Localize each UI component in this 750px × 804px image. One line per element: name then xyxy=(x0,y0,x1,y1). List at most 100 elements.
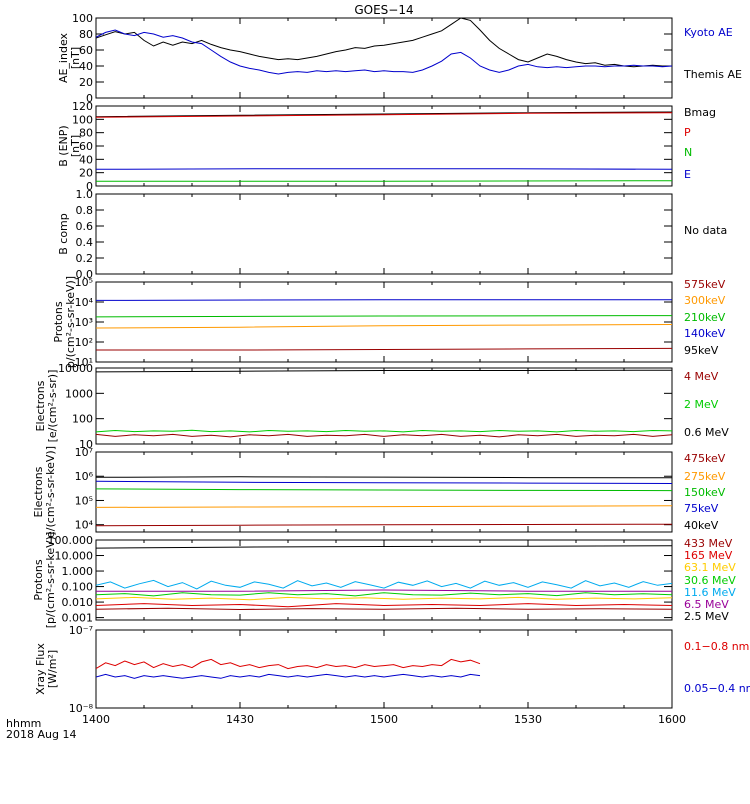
y-tick-label-ae: 40 xyxy=(79,60,93,73)
y-tick-label-protons_mev: 100.000 xyxy=(48,534,94,547)
y-tick-label-protons_mev: 0.001 xyxy=(62,612,94,625)
y-axis-label-line: Xray Flux xyxy=(34,643,47,695)
series-b-e xyxy=(96,168,672,170)
x-tick-label-1600: 1600 xyxy=(658,713,686,726)
y-axis-label-electrons_kev: Electronse/(cm²-s-sr-keV)] xyxy=(32,446,57,538)
legend-protons_mev-11-6-mev: 11.6 MeV xyxy=(684,586,736,599)
y-axis-label-line: Electrons xyxy=(34,380,47,431)
y-tick-label-electrons_mev: 100 xyxy=(72,413,93,426)
y-tick-label-b: 20 xyxy=(79,167,93,180)
legend-electrons_mev-0-6-mev: 0.6 MeV xyxy=(684,426,729,439)
legend-xray-0-05-0-4-nm: 0.05−0.4 nm xyxy=(684,682,750,695)
panel-protons_mev: 0.001 0.010 0.100 1.000 10.000 100.000Protons… xyxy=(32,532,736,629)
series-electrons_kev-40kev xyxy=(96,476,672,479)
legend-b-p: P xyxy=(684,126,691,139)
y-axis-label-line: AE_index xyxy=(57,32,70,83)
y-tick-label-b: 0 xyxy=(86,180,93,193)
y-tick-label-b: 60 xyxy=(79,140,93,153)
legend-protons_mev-433-mev: 433 MeV xyxy=(684,537,733,550)
legend-protons_mev-63-1-mev: 63.1 MeV xyxy=(684,561,736,574)
legend-electrons_kev-40kev: 40keV xyxy=(684,519,719,532)
y-axis-label-xray: Xray Flux[W/m²] xyxy=(34,643,59,695)
series-protons_kev-210kev xyxy=(96,315,672,318)
time-label: hhmm xyxy=(6,717,41,730)
y-tick-label-b: 40 xyxy=(79,153,93,166)
series-protons_kev-140kev xyxy=(96,299,672,301)
series-ae-themis-ae xyxy=(96,18,672,68)
y-tick-label-ae: 80 xyxy=(79,28,93,41)
y-axis-label-line: [W/m²] xyxy=(46,650,59,688)
time-axis: 1400 1430 1500 1530 1600 xyxy=(82,713,686,726)
legend-protons_kev-140kev: 140keV xyxy=(684,327,726,340)
panel-electrons_kev: 10⁴ 10⁵ 10⁶ 10⁷ Electronse/(cm²-s-sr-keV)] 47… xyxy=(32,446,726,538)
y-tick-label-xray: 10⁻⁷ xyxy=(69,624,93,637)
series-protons_mev-30-6-mev xyxy=(96,592,672,597)
legend-electrons_kev-150kev: 150keV xyxy=(684,486,726,499)
y-tick-label-electrons_kev: 10⁵ xyxy=(75,494,93,507)
y-tick-label-bcomp: 0.0 xyxy=(76,268,94,281)
y-axis-label-electrons_mev: Electrons[e/(cm²-s-sr)] xyxy=(34,370,59,443)
series-protons_mev-2-5-mev xyxy=(96,545,672,549)
y-tick-label-protons_kev: 10¹ xyxy=(75,356,93,369)
y-tick-label-electrons_mev: 1000 xyxy=(65,387,93,400)
y-axis-label-line: e/(cm²-s-sr-keV)] xyxy=(44,446,57,538)
legend-protons_kev-575kev: 575keV xyxy=(684,278,726,291)
y-tick-label-protons_mev: 0.010 xyxy=(62,596,94,609)
y-axis-label-line: [nT] xyxy=(69,135,82,157)
x-tick-label-1430: 1430 xyxy=(226,713,254,726)
y-tick-label-ae: 20 xyxy=(79,76,93,89)
y-tick-label-bcomp: 0.8 xyxy=(76,204,94,217)
y-axis-label-line: Electrons xyxy=(32,466,45,517)
series-electrons_mev-2-mev xyxy=(96,429,672,433)
legend-protons_kev-210kev: 210keV xyxy=(684,311,726,324)
y-tick-label-bcomp: 1.0 xyxy=(76,188,94,201)
legend-ae-kyoto-ae: Kyoto AE xyxy=(684,26,733,39)
y-axis-label-line: Protons xyxy=(52,301,65,342)
y-tick-label-protons_mev: 10.000 xyxy=(55,550,94,563)
series-protons_mev-165-mev xyxy=(96,603,672,608)
series-b-n xyxy=(96,180,672,182)
legend-electrons_mev-2-mev: 2 MeV xyxy=(684,398,719,411)
legend-b-e: E xyxy=(684,168,691,181)
y-tick-label-ae: 100 xyxy=(72,12,93,25)
series-electrons_kev-150kev xyxy=(96,488,672,492)
y-tick-label-electrons_kev: 10⁴ xyxy=(75,519,94,532)
y-tick-label-protons_kev: 10² xyxy=(75,336,93,349)
series-b-p xyxy=(96,112,672,118)
series-xray-0-1-0-8-nm xyxy=(96,658,481,670)
y-tick-label-b: 120 xyxy=(72,100,93,113)
y-axis-label-protons_mev: Protons[p/(cm²-s-sr-keV)] xyxy=(32,532,57,629)
y-tick-label-ae: 0 xyxy=(86,92,93,105)
legend-protons_kev-300kev: 300keV xyxy=(684,294,726,307)
y-axis-label-line: [e/(cm²-s-sr)] xyxy=(46,370,59,443)
legend-protons_mev-2-5-mev: 2.5 MeV xyxy=(684,610,729,623)
y-tick-label-protons_kev: 10³ xyxy=(75,316,93,329)
y-tick-label-electrons_kev: 10⁷ xyxy=(75,446,93,459)
y-axis-label-protons_kev: Protonsp/(cm²-s-sr-keV)] xyxy=(52,276,77,368)
legend-electrons_kev-75kev: 75keV xyxy=(684,502,719,515)
y-axis-label-line: p/(cm²-s-sr-keV)] xyxy=(64,276,77,368)
chart-title: GOES−14 xyxy=(354,3,413,17)
y-tick-label-b: 100 xyxy=(72,113,93,126)
y-axis-label-line: B comp xyxy=(57,213,70,255)
x-tick-label-1400: 1400 xyxy=(82,713,110,726)
y-tick-label-protons_mev: 0.100 xyxy=(62,581,94,594)
panel-bcomp: 0.0 0.2 0.4 0.6 0.8 1.0 B comp No data xyxy=(57,188,727,281)
y-tick-label-protons_kev: 10⁴ xyxy=(75,296,94,309)
series-ae-kyoto-ae xyxy=(96,29,672,75)
y-tick-label-bcomp: 0.6 xyxy=(76,220,94,233)
y-axis-label-line: [nT] xyxy=(69,47,82,69)
legend-b-bmag: Bmag xyxy=(684,106,716,119)
y-axis-label-line: Protons xyxy=(32,559,45,600)
series-protons_kev-575kev xyxy=(96,347,672,351)
y-tick-label-bcomp: 0.2 xyxy=(76,252,94,265)
series-protons_mev-6-5-mev xyxy=(96,589,672,592)
y-tick-label-ae: 60 xyxy=(79,44,93,57)
